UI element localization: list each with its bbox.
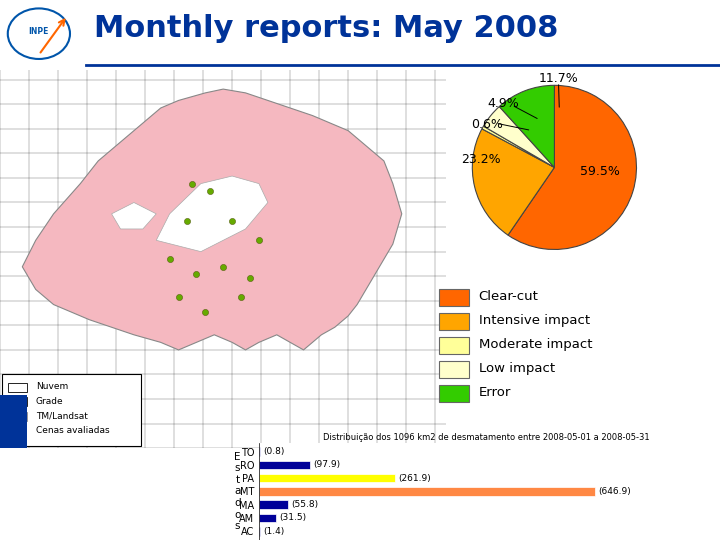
FancyBboxPatch shape <box>439 313 469 330</box>
Bar <box>259 527 260 536</box>
FancyBboxPatch shape <box>2 375 140 446</box>
Polygon shape <box>22 89 402 350</box>
Point <box>253 236 265 245</box>
Polygon shape <box>156 176 268 252</box>
Wedge shape <box>472 129 554 235</box>
Text: Cenas avaliadas: Cenas avaliadas <box>36 426 109 435</box>
Point <box>217 262 229 271</box>
Text: Clear-cut: Clear-cut <box>479 289 539 302</box>
FancyBboxPatch shape <box>9 383 27 392</box>
Text: 23.2%: 23.2% <box>461 153 500 166</box>
Text: E
s
t
a
d
o
s: E s t a d o s <box>234 451 241 531</box>
Wedge shape <box>499 85 554 167</box>
Text: 0.6%: 0.6% <box>471 118 503 131</box>
Text: INPE: INPE <box>29 27 49 36</box>
Text: (1.4): (1.4) <box>264 526 284 536</box>
Point <box>191 270 202 279</box>
FancyBboxPatch shape <box>439 385 469 402</box>
Text: Moderate impact: Moderate impact <box>479 338 592 350</box>
Text: (31.5): (31.5) <box>279 514 306 523</box>
Text: Error: Error <box>479 386 511 399</box>
Text: (646.9): (646.9) <box>598 487 631 496</box>
Text: 59.5%: 59.5% <box>580 165 619 178</box>
Text: (261.9): (261.9) <box>399 474 431 483</box>
FancyBboxPatch shape <box>439 337 469 354</box>
Point <box>244 274 256 282</box>
Wedge shape <box>483 106 554 167</box>
Title: Distribuição dos 1096 km2 de desmatamento entre 2008-05-01 a 2008-05-31: Distribuição dos 1096 km2 de desmatament… <box>323 433 649 442</box>
Point <box>181 217 193 226</box>
Point <box>164 255 176 264</box>
FancyBboxPatch shape <box>439 289 469 306</box>
Text: TM/Landsat: TM/Landsat <box>36 411 88 420</box>
Wedge shape <box>482 126 554 167</box>
Point <box>173 293 184 301</box>
Text: (0.8): (0.8) <box>263 447 284 456</box>
FancyBboxPatch shape <box>439 361 469 378</box>
Polygon shape <box>112 202 156 229</box>
Bar <box>259 474 395 482</box>
Bar <box>259 461 310 469</box>
FancyBboxPatch shape <box>0 395 27 448</box>
Wedge shape <box>508 85 636 249</box>
Point <box>199 308 211 316</box>
Text: (97.9): (97.9) <box>313 460 341 469</box>
Bar <box>259 501 288 509</box>
Point <box>186 179 198 188</box>
FancyBboxPatch shape <box>9 411 27 421</box>
Text: Nuvem: Nuvem <box>36 382 68 392</box>
Text: 4.9%: 4.9% <box>487 97 519 110</box>
Bar <box>259 514 276 522</box>
Text: (55.8): (55.8) <box>292 500 319 509</box>
Point <box>235 293 247 301</box>
Point <box>226 217 238 226</box>
Text: 11.7%: 11.7% <box>539 72 578 85</box>
Text: Grade: Grade <box>36 397 63 406</box>
Point <box>204 187 215 195</box>
Text: Low impact: Low impact <box>479 362 554 375</box>
Bar <box>259 487 595 496</box>
Text: Intensive impact: Intensive impact <box>479 314 590 327</box>
Text: Monthly reports: May 2008: Monthly reports: May 2008 <box>94 14 558 43</box>
